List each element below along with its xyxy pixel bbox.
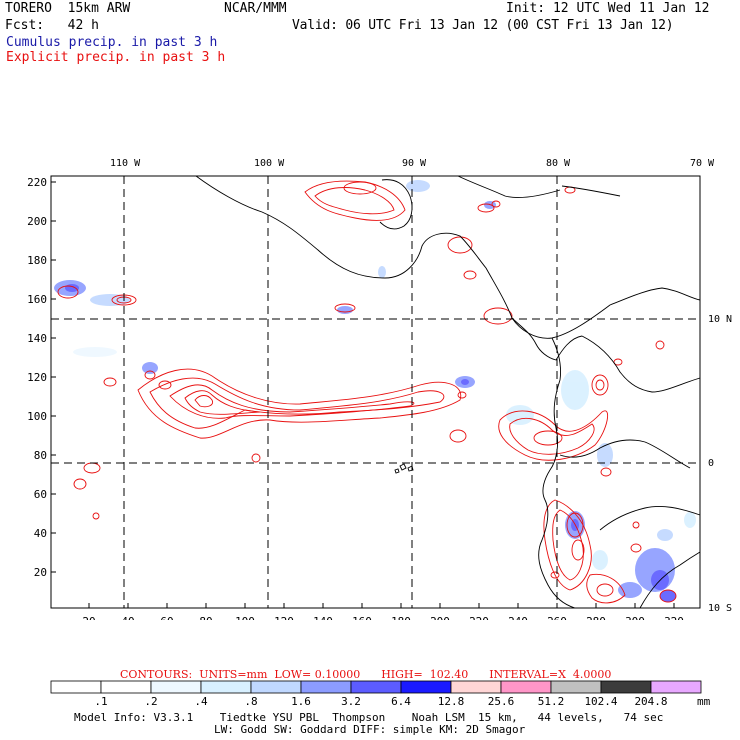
lon-label: 80 W	[546, 158, 571, 169]
explicit-legend-label: Explicit precip. in past 3 h	[6, 50, 226, 65]
center-label: NCAR/MMM	[224, 1, 287, 16]
colorbar-label: 51.2	[538, 695, 565, 708]
physics-info: LW: Godd SW: Goddard DIFF: simple KM: 2D…	[214, 723, 526, 736]
x-tick-label: 280	[586, 615, 606, 620]
lat-label: 10 N	[708, 314, 732, 325]
map-frame	[50, 175, 701, 609]
lon-label: 110 W	[110, 158, 141, 169]
colorbar-cell	[600, 680, 652, 694]
colorbar-label: 1.6	[291, 695, 311, 708]
colorbar-cell	[500, 680, 552, 694]
colorbar: .1.2.4.8 1.6 3.2 6.4 12.8 25.6 51.2 102.4 204.8 …	[50, 680, 711, 708]
x-tick-label: 240	[508, 615, 528, 620]
precip-map: 110 W 100 W 90 W 80 W 70 W 10 N 0 10 S 2…	[27, 158, 732, 620]
x-tick-label: 100	[235, 615, 255, 620]
y-tick-label: 220	[27, 176, 47, 189]
colorbar-cell	[50, 680, 102, 694]
x-tick-label: 180	[391, 615, 411, 620]
y-tick-label: 120	[27, 371, 47, 384]
y-tick-label: 140	[27, 332, 47, 345]
valid-time: Valid: 06 UTC Fri 13 Jan 12 (00 CST Fri …	[292, 18, 674, 33]
coastlines	[195, 175, 701, 609]
colorbar-label: 3.2	[341, 695, 361, 708]
contours-info: CONTOURS: UNITS=mm LOW= 0.10000 HIGH= 10…	[120, 668, 612, 681]
model-info: Model Info: V3.3.1 Tiedtke YSU PBL Thomp…	[74, 711, 664, 724]
colorbar-cell	[550, 680, 602, 694]
y-tick-label: 20	[34, 566, 47, 579]
y-tick-label: 160	[27, 293, 47, 306]
lat-label: 10 S	[708, 603, 732, 614]
x-tick-label: 120	[274, 615, 294, 620]
y-tick-label: 100	[27, 410, 47, 423]
y-tick-label: 40	[34, 527, 47, 540]
colorbar-cell	[100, 680, 152, 694]
x-tick-label: 160	[352, 615, 372, 620]
cumulus-legend-label: Cumulus precip. in past 3 h	[6, 35, 218, 50]
x-tick-label: 200	[430, 615, 450, 620]
forecast-hour: Fcst: 42 h	[5, 18, 99, 33]
colorbar-label: 204.8	[634, 695, 667, 708]
colorbar-label: 25.6	[488, 695, 515, 708]
colorbar-label: 6.4	[391, 695, 411, 708]
colorbar-label: .1	[94, 695, 107, 708]
explicit-precip-contours	[57, 180, 677, 604]
y-tick-label: 180	[27, 254, 47, 267]
model-title: TORERO 15km ARW	[5, 1, 131, 16]
x-tick-label: 300	[625, 615, 645, 620]
colorbar-unit: mm	[697, 695, 711, 708]
lat-lon-grid	[51, 176, 700, 608]
init-time: Init: 12 UTC Wed 11 Jan 12	[506, 1, 710, 16]
lon-label: 90 W	[402, 158, 427, 169]
colorbar-cell	[650, 680, 702, 694]
x-tick-label: 60	[160, 615, 173, 620]
colorbar-cell	[400, 680, 452, 694]
colorbar-cell	[300, 680, 352, 694]
x-tick-label: 220	[469, 615, 489, 620]
x-tick-label: 20	[82, 615, 95, 620]
colorbar-cell	[150, 680, 202, 694]
colorbar-cell	[250, 680, 302, 694]
colorbar-cell	[350, 680, 402, 694]
lat-label: 0	[708, 458, 714, 469]
y-tick-label: 200	[27, 215, 47, 228]
y-tick-label: 60	[34, 488, 47, 501]
colorbar-cell	[200, 680, 252, 694]
x-tick-label: 40	[121, 615, 134, 620]
lon-label: 70 W	[690, 158, 715, 169]
x-axis: 20 40 60 80 100 120 140 160 180 200 220 240 260 280 30…	[82, 603, 684, 620]
x-tick-label: 320	[664, 615, 684, 620]
colorbar-label: 12.8	[438, 695, 465, 708]
x-tick-label: 260	[547, 615, 567, 620]
colorbar-label: .4	[194, 695, 208, 708]
colorbar-label: 102.4	[584, 695, 617, 708]
lon-label: 100 W	[254, 158, 285, 169]
x-tick-label: 140	[313, 615, 333, 620]
colorbar-label: .8	[244, 695, 257, 708]
y-tick-label: 80	[34, 449, 47, 462]
colorbar-label: .2	[144, 695, 157, 708]
y-axis: 220 200 180 160 140 120 100 80 60 40 20	[27, 176, 56, 579]
x-tick-label: 80	[199, 615, 212, 620]
colorbar-cell	[450, 680, 502, 694]
